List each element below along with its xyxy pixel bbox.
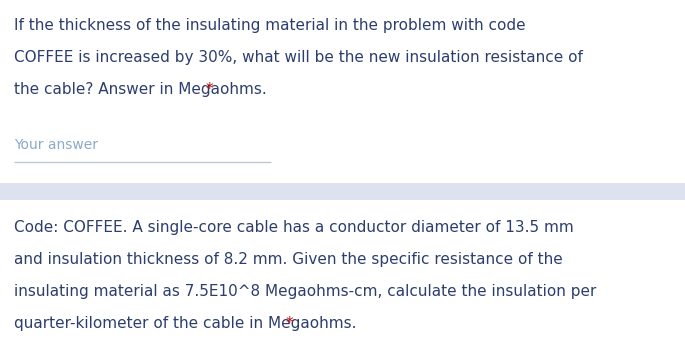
Text: quarter-kilometer of the cable in Megaohms.: quarter-kilometer of the cable in Megaoh…: [14, 316, 362, 331]
Text: Code: COFFEE. A single-core cable has a conductor diameter of 13.5 mm: Code: COFFEE. A single-core cable has a …: [14, 220, 574, 235]
Text: If the thickness of the insulating material in the problem with code: If the thickness of the insulating mater…: [14, 18, 525, 33]
Text: the cable? Answer in Megaohms.: the cable? Answer in Megaohms.: [14, 82, 272, 97]
Text: *: *: [206, 82, 213, 97]
Text: insulating material as 7.5E10^8 Megaohms-cm, calculate the insulation per: insulating material as 7.5E10^8 Megaohms…: [14, 284, 597, 299]
Text: and insulation thickness of 8.2 mm. Given the specific resistance of the: and insulation thickness of 8.2 mm. Give…: [14, 252, 563, 267]
Text: *: *: [285, 316, 293, 331]
Text: COFFEE is increased by 30%, what will be the new insulation resistance of: COFFEE is increased by 30%, what will be…: [14, 50, 583, 65]
Text: Your answer: Your answer: [14, 138, 98, 152]
Bar: [0, 183, 685, 200]
